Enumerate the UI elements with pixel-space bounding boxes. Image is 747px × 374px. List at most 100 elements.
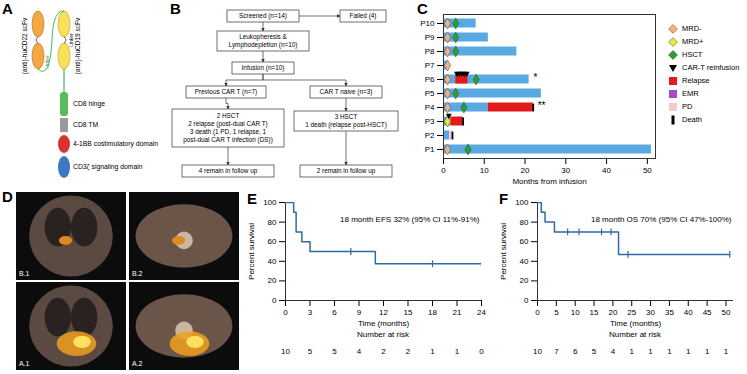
svg-text:7: 7 <box>554 347 559 356</box>
svg-text:4: 4 <box>611 347 616 356</box>
svg-text:P8: P8 <box>425 47 435 56</box>
svg-text:20: 20 <box>608 308 617 317</box>
svg-text:Linker: Linker <box>68 33 74 47</box>
svg-text:45: 45 <box>703 308 712 317</box>
svg-text:2: 2 <box>406 347 411 356</box>
svg-text:Percent survival: Percent survival <box>247 223 256 280</box>
svg-text:5: 5 <box>592 347 597 356</box>
svg-text:6: 6 <box>573 347 578 356</box>
svg-text:20: 20 <box>521 166 530 175</box>
svg-text:CD8 TM: CD8 TM <box>73 121 99 128</box>
svg-text:0: 0 <box>283 308 288 317</box>
svg-text:20: 20 <box>268 276 277 285</box>
svg-text:12: 12 <box>379 308 388 317</box>
svg-text:(anti)-huCD19 scFv: (anti)-huCD19 scFv <box>74 17 82 74</box>
svg-text:3 death (1 PD, 1 relapse, 1: 3 death (1 PD, 1 relapse, 1 <box>190 128 267 136</box>
svg-text:15: 15 <box>404 308 413 317</box>
svg-text:Failed (4): Failed (4) <box>350 12 377 20</box>
svg-text:Time (months): Time (months) <box>358 319 410 328</box>
svg-text:CAR T naive (n=3): CAR T naive (n=3) <box>320 88 373 96</box>
svg-text:A.1: A.1 <box>19 360 30 367</box>
svg-text:P9: P9 <box>425 33 435 42</box>
svg-text:1 death (relapse post-HSCT): 1 death (relapse post-HSCT) <box>305 121 387 129</box>
svg-text:Linker: Linker <box>44 55 50 69</box>
svg-text:24: 24 <box>477 308 486 317</box>
svg-text:P4: P4 <box>425 103 435 112</box>
svg-text:5: 5 <box>554 308 559 317</box>
svg-text:80: 80 <box>520 218 529 227</box>
svg-text:1: 1 <box>455 347 460 356</box>
svg-text:1: 1 <box>724 347 729 356</box>
svg-text:2: 2 <box>381 347 386 356</box>
svg-text:30: 30 <box>646 308 655 317</box>
svg-text:35: 35 <box>665 308 674 317</box>
svg-text:CD8 hinge: CD8 hinge <box>73 100 105 108</box>
svg-text:1: 1 <box>705 347 710 356</box>
svg-text:3: 3 <box>308 308 313 317</box>
svg-text:1: 1 <box>648 347 653 356</box>
svg-text:3 HSCT: 3 HSCT <box>335 113 358 120</box>
svg-text:Previous CAR T (n=7): Previous CAR T (n=7) <box>195 88 257 96</box>
svg-text:1: 1 <box>686 347 691 356</box>
svg-text:*: * <box>534 72 538 83</box>
svg-text:4-1BB costimulatory domain: 4-1BB costimulatory domain <box>73 140 158 148</box>
svg-text:P10: P10 <box>420 19 435 28</box>
svg-text:21: 21 <box>453 308 462 317</box>
svg-text:Lymphodepletion (n=10): Lymphodepletion (n=10) <box>229 41 298 49</box>
svg-text:18: 18 <box>428 308 437 317</box>
svg-text:4: 4 <box>357 347 362 356</box>
svg-text:0: 0 <box>441 166 446 175</box>
svg-text:100: 100 <box>263 198 277 207</box>
svg-text:Screened (n=14): Screened (n=14) <box>239 12 287 20</box>
svg-text:50: 50 <box>643 166 652 175</box>
svg-text:1: 1 <box>430 347 435 356</box>
svg-text:Infusion (n=10): Infusion (n=10) <box>242 64 285 72</box>
svg-text:25: 25 <box>627 308 636 317</box>
svg-text:10: 10 <box>533 347 542 356</box>
svg-text:10: 10 <box>281 347 290 356</box>
svg-text:18 month EFS 32% (95% CI 11%-9: 18 month EFS 32% (95% CI 11%-91%) <box>340 215 480 224</box>
svg-text:P2: P2 <box>425 131 435 140</box>
svg-text:10: 10 <box>480 166 489 175</box>
svg-text:60: 60 <box>268 237 277 246</box>
svg-text:(anti)-huCD22 scFv: (anti)-huCD22 scFv <box>21 17 29 74</box>
svg-text:20: 20 <box>520 276 529 285</box>
svg-text:B.1: B.1 <box>19 270 30 277</box>
svg-text:0: 0 <box>479 347 484 356</box>
svg-text:0: 0 <box>524 296 529 305</box>
svg-text:40: 40 <box>268 257 277 266</box>
svg-text:2 HSCT: 2 HSCT <box>217 112 240 119</box>
svg-text:6: 6 <box>332 308 337 317</box>
svg-text:CD3ζ signaling domain: CD3ζ signaling domain <box>73 163 143 171</box>
svg-text:0: 0 <box>535 308 540 317</box>
svg-text:10: 10 <box>571 308 580 317</box>
svg-text:Time (months): Time (months) <box>610 319 662 328</box>
svg-text:2 remain in follow up: 2 remain in follow up <box>317 167 376 175</box>
svg-text:5: 5 <box>308 347 313 356</box>
svg-text:post-dual CAR T infection (DS): post-dual CAR T infection (DS)) <box>183 136 273 144</box>
svg-text:P3: P3 <box>425 117 435 126</box>
svg-text:Percent survival: Percent survival <box>499 223 508 280</box>
svg-text:P6: P6 <box>425 75 435 84</box>
svg-text:2 relapse (post-dual CAR T): 2 relapse (post-dual CAR T) <box>188 120 267 128</box>
svg-text:40: 40 <box>602 166 611 175</box>
svg-text:P7: P7 <box>425 61 435 70</box>
svg-text:B.2: B.2 <box>132 270 143 277</box>
svg-text:30: 30 <box>561 166 570 175</box>
svg-text:80: 80 <box>268 218 277 227</box>
svg-text:15: 15 <box>590 308 599 317</box>
svg-text:Leukopheresis &: Leukopheresis & <box>239 33 287 41</box>
svg-text:60: 60 <box>520 237 529 246</box>
svg-text:0: 0 <box>272 296 277 305</box>
svg-text:1: 1 <box>667 347 672 356</box>
svg-text:Months from infusion: Months from infusion <box>512 177 586 186</box>
svg-text:50: 50 <box>722 308 731 317</box>
svg-text:4 remain in follow up: 4 remain in follow up <box>199 167 258 175</box>
svg-text:A.2: A.2 <box>132 360 143 367</box>
svg-text:1: 1 <box>630 347 635 356</box>
svg-text:18 month OS 70% (95% CI 47%-10: 18 month OS 70% (95% CI 47%-100%) <box>591 215 732 224</box>
svg-text:P1: P1 <box>425 145 435 154</box>
svg-text:9: 9 <box>357 308 362 317</box>
svg-text:100: 100 <box>515 198 529 207</box>
svg-text:40: 40 <box>520 257 529 266</box>
